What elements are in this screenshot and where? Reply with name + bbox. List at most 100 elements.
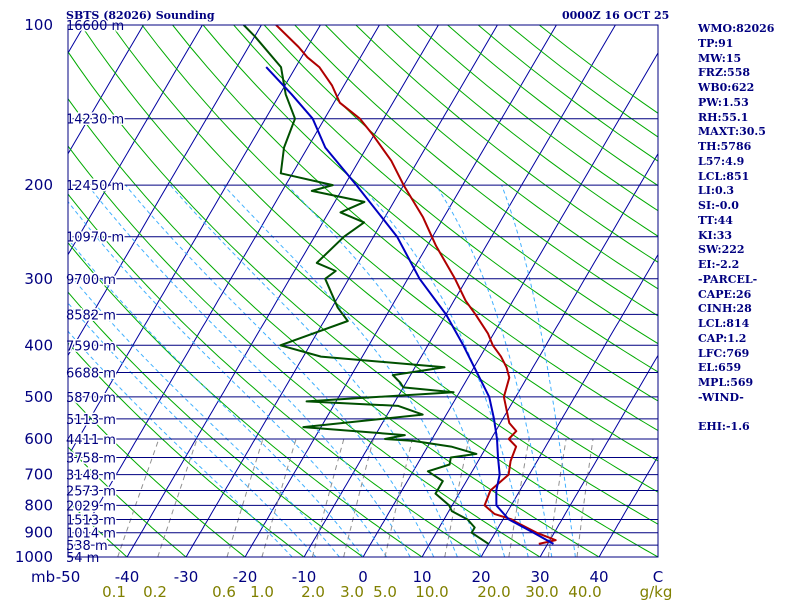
isotherm-line <box>303 25 616 557</box>
mixing-ratio-line <box>576 438 594 557</box>
temperature-tick-label: -30 <box>174 568 199 586</box>
stat-line: LCL:814 <box>698 317 750 330</box>
stat-line: EI:-2.2 <box>698 258 740 271</box>
height-label: 9700 m <box>66 273 116 288</box>
stat-line: LI:0.3 <box>698 184 735 198</box>
stat-line: MAXT:30.5 <box>698 125 766 139</box>
height-label: 1513 m <box>66 513 116 528</box>
stat-line: LFC:769 <box>698 346 750 360</box>
height-label: 538 m <box>66 539 108 554</box>
sounding-profiles <box>242 25 557 545</box>
mixing-ratio-label: 40.0 <box>568 583 601 600</box>
temperature-tick-label: 0 <box>358 568 368 586</box>
height-label: 8582 m <box>66 308 116 323</box>
dewpoint-profile-line <box>242 25 490 545</box>
stat-line: WB0:622 <box>698 81 755 94</box>
stat-line: TP:91 <box>698 36 734 50</box>
height-label: 1014 m <box>66 527 116 542</box>
height-label: 5113 m <box>66 413 116 428</box>
stat-line: -PARCEL- <box>698 272 758 286</box>
pressure-tick-label: 500 <box>24 388 53 406</box>
background-grid <box>0 25 658 557</box>
temperature-tick-label: 20 <box>471 568 490 586</box>
height-label: 6688 m <box>66 367 116 382</box>
temperature-tick-label: C <box>653 568 663 586</box>
stat-line: EHI:-1.6 <box>698 420 750 434</box>
temperature-tick-label: -20 <box>233 568 258 586</box>
stat-line: WMO:82026 <box>698 22 775 35</box>
dry-adiabat-line <box>80 25 658 525</box>
height-label: 5870 m <box>66 391 116 406</box>
stat-line: RH:55.1 <box>698 110 749 124</box>
height-label: 2029 m <box>66 499 116 514</box>
pressure-tick-label: 1000 <box>15 548 53 566</box>
stat-line: LCL:851 <box>698 169 750 183</box>
pressure-unit-label: mb <box>31 568 55 586</box>
height-label: 2573 m <box>66 485 116 500</box>
temperature-tick-label: -40 <box>115 568 140 586</box>
stat-line: -WIND- <box>698 390 744 404</box>
mixing-ratio-label: g/kg <box>640 583 673 600</box>
moist-adiabat-line <box>68 302 317 557</box>
moist-adiabat-line <box>87 184 411 557</box>
height-label: 16600 m <box>66 19 124 34</box>
mixing-ratio-line <box>384 438 413 557</box>
temperature-tick-label: 30 <box>530 568 549 586</box>
temperature-profile-line <box>275 25 557 545</box>
mixing-ratio-label: 3.0 <box>340 583 364 600</box>
pressure-tick-label: 900 <box>24 524 53 542</box>
pressure-tick-label: 200 <box>24 176 53 194</box>
height-label: 7590 m <box>66 339 116 354</box>
height-label: 12450 m <box>66 179 124 194</box>
dry-adiabat-line <box>68 50 658 557</box>
plot-frame <box>67 24 659 558</box>
stat-line: CAP:1.2 <box>698 331 747 345</box>
stat-line: TT:44 <box>698 213 733 227</box>
stat-line: CINH:28 <box>698 302 752 316</box>
stat-line: MPL:569 <box>698 376 754 389</box>
stat-line: CAPE:26 <box>698 287 752 301</box>
height-label: 10970 m <box>66 231 124 246</box>
pressure-tick-label: 700 <box>24 466 53 484</box>
station-title: SBTS (82026) Sounding <box>66 9 215 22</box>
temperature-tick-label: -10 <box>292 568 317 586</box>
mixing-ratio-line <box>343 438 374 557</box>
mixing-ratio-label: 10.0 <box>415 583 448 600</box>
mixing-ratio-label: 1.0 <box>250 583 274 600</box>
mixing-ratio-label: 0.1 <box>102 583 126 600</box>
stat-line: L57:4.9 <box>698 154 745 168</box>
stat-line: FRZ:558 <box>698 66 751 80</box>
stat-line: EL:659 <box>698 361 742 375</box>
moist-adiabat-line <box>169 184 458 557</box>
mixing-ratio-line <box>547 438 567 557</box>
moist-adiabat-line <box>125 184 435 557</box>
stat-line: KI:33 <box>698 228 733 242</box>
time-label: 0000Z 16 OCT 25 <box>562 9 670 22</box>
temperature-tick-label: 40 <box>589 568 608 586</box>
stat-line: MW:15 <box>698 51 742 65</box>
isotherm-line <box>68 25 321 458</box>
mixing-ratio-label: 2.0 <box>301 583 325 600</box>
stat-line: SW:222 <box>698 243 745 257</box>
isotherm-line <box>0 25 25 557</box>
height-label: 4411 m <box>66 433 116 448</box>
mixing-ratio-label: 20.0 <box>477 583 510 600</box>
temperature-tick-label: 10 <box>412 568 431 586</box>
stat-line: SI:-0.0 <box>698 199 739 212</box>
pressure-tick-label: 100 <box>24 16 53 34</box>
pressure-tick-label: 600 <box>24 430 53 448</box>
mixing-ratio-label: 5.0 <box>373 583 397 600</box>
isotherm-line <box>244 25 557 557</box>
stat-line <box>698 406 798 421</box>
mixing-ratio-label: 0.6 <box>212 583 236 600</box>
height-label: 54 m <box>66 551 99 566</box>
height-label: 3758 m <box>66 451 116 466</box>
mixing-ratio-label: 30.0 <box>525 583 558 600</box>
stat-line: TH:5786 <box>698 140 752 153</box>
parcel-profile-line <box>265 66 554 545</box>
height-label: 3148 m <box>66 469 116 484</box>
pressure-tick-label: 400 <box>24 336 53 354</box>
height-label: 14230 m <box>66 113 124 128</box>
